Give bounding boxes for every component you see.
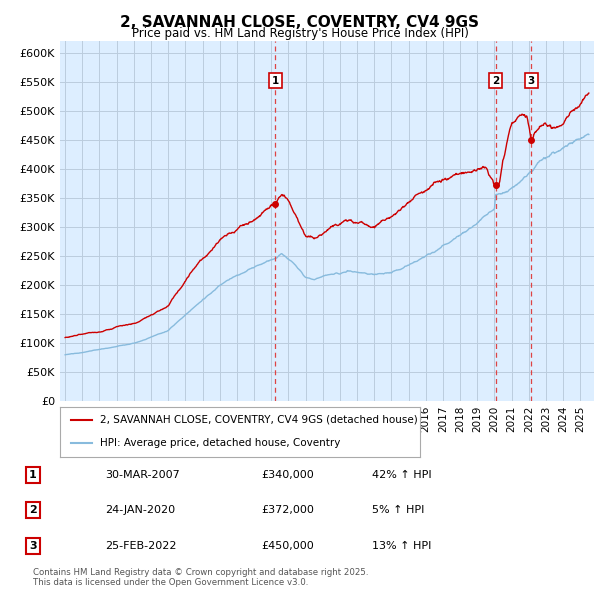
Text: 1: 1	[272, 76, 279, 86]
Text: £340,000: £340,000	[261, 470, 314, 480]
Text: 24-JAN-2020: 24-JAN-2020	[105, 506, 175, 515]
Text: Contains HM Land Registry data © Crown copyright and database right 2025.
This d: Contains HM Land Registry data © Crown c…	[33, 568, 368, 587]
Text: 3: 3	[528, 76, 535, 86]
Text: 2, SAVANNAH CLOSE, COVENTRY, CV4 9GS (detached house): 2, SAVANNAH CLOSE, COVENTRY, CV4 9GS (de…	[100, 415, 418, 425]
Text: 13% ↑ HPI: 13% ↑ HPI	[372, 541, 431, 550]
Text: Price paid vs. HM Land Registry's House Price Index (HPI): Price paid vs. HM Land Registry's House …	[131, 27, 469, 40]
Text: 25-FEB-2022: 25-FEB-2022	[105, 541, 176, 550]
Text: 30-MAR-2007: 30-MAR-2007	[105, 470, 180, 480]
Text: 2, SAVANNAH CLOSE, COVENTRY, CV4 9GS: 2, SAVANNAH CLOSE, COVENTRY, CV4 9GS	[121, 15, 479, 30]
Text: 2: 2	[492, 76, 499, 86]
Text: £372,000: £372,000	[261, 506, 314, 515]
Text: 1: 1	[29, 470, 37, 480]
Text: 3: 3	[29, 541, 37, 550]
Text: 42% ↑ HPI: 42% ↑ HPI	[372, 470, 431, 480]
Text: 5% ↑ HPI: 5% ↑ HPI	[372, 506, 424, 515]
Text: HPI: Average price, detached house, Coventry: HPI: Average price, detached house, Cove…	[100, 438, 340, 448]
Text: 2: 2	[29, 506, 37, 515]
Text: £450,000: £450,000	[261, 541, 314, 550]
